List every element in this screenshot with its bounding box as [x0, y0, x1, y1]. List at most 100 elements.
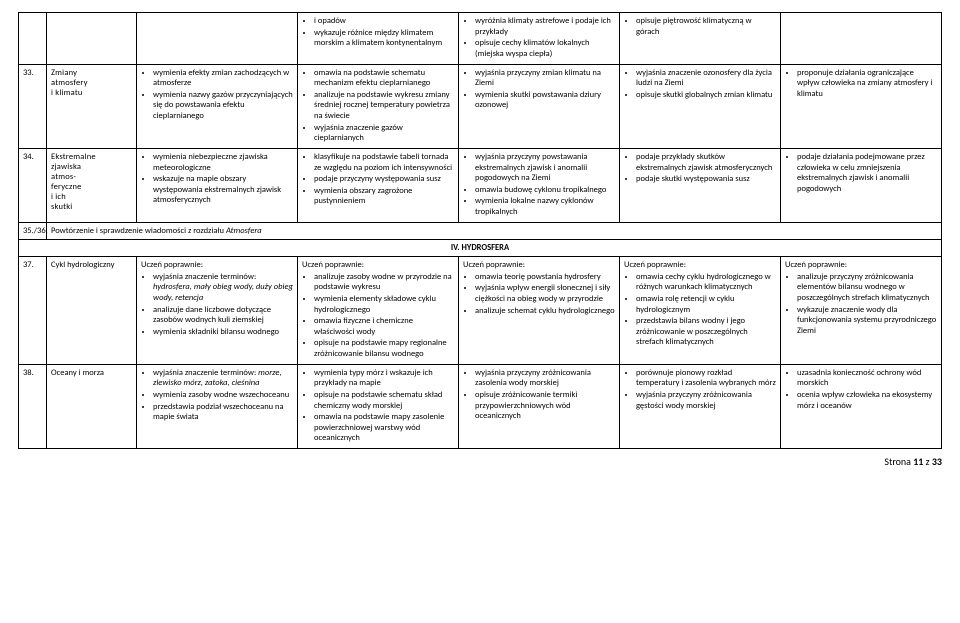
- bullets: i opadówwykazuje różnice między klimatem…: [302, 16, 454, 49]
- row-topic: Zmianyatmosferyi klimatu: [47, 64, 137, 148]
- list-item: podaje przyczyny występowania susz: [314, 174, 454, 185]
- row-number: 35./36.: [19, 222, 47, 239]
- page-footer: Strona 11 z 33: [18, 455, 942, 468]
- cell-c5: Uczeń poprawnie:analizuje przyczyny zróż…: [781, 256, 942, 364]
- cell-c1: wyjaśnia znaczenie terminów: morze, zlew…: [137, 364, 298, 448]
- bullets: wymienia typy mórz i wskazuje ich przykł…: [302, 368, 454, 444]
- list-item: opisuje piętrowość klimatyczną w górach: [636, 16, 776, 37]
- bullets: analizuje przyczyny zróżnicowania elemen…: [785, 272, 937, 337]
- list-item: omawia fizyczne i chemiczne właściwości …: [314, 316, 454, 337]
- curriculum-table-a: i opadówwykazuje różnice między klimatem…: [18, 12, 942, 240]
- footer-label: Strona: [884, 455, 913, 468]
- cell-c1: wymienia efekty zmian zachodzących w atm…: [137, 64, 298, 148]
- list-item: podaje skutki występowania susz: [636, 174, 776, 185]
- list-item: omawia na podstawie schematu mechanizm e…: [314, 68, 454, 89]
- footer-page: 11: [913, 455, 923, 468]
- row-number: 37.: [19, 256, 47, 364]
- row-number: 33.: [19, 64, 47, 148]
- row-topic: Cykl hydrologiczny: [47, 256, 137, 364]
- list-item: wymienia obszary zagrożone pustynnieniem: [314, 186, 454, 207]
- bullets: wyjaśnia przyczyny powstawania ekstremal…: [463, 152, 615, 218]
- cell-c3: wyjaśnia przyczyny powstawania ekstremal…: [459, 148, 620, 222]
- section-header-table: IV. HYDROSFERA: [18, 239, 942, 257]
- list-item: wymienia skutki powstawania dziury ozono…: [475, 90, 615, 111]
- cell-c3: wyjaśnia przyczyny zróżnicowania zasolen…: [459, 364, 620, 448]
- curriculum-table-b: 37.Cykl hydrologiczny Uczeń poprawnie: wyj…: [18, 256, 942, 449]
- row-number: 34.: [19, 148, 47, 222]
- list-item: wymienia zasoby wodne wszechoceanu: [153, 390, 293, 401]
- list-item: wymienia niebezpieczne zjawiska meteorol…: [153, 152, 293, 173]
- list-item: opisuje na podstawie schematu skład chem…: [314, 390, 454, 411]
- bullets: wyjaśnia przyczyny zmian klimatu na Ziem…: [463, 68, 615, 112]
- bullets: analizuje zasoby wodne w przyrodzie na p…: [302, 272, 454, 360]
- list-item: opisuje skutki globalnych zmian klimatu: [636, 90, 776, 101]
- cell-c5: uzasadnia konieczność ochrony wód morski…: [781, 364, 942, 448]
- list-item: przedstawia podział wszechoceanu na mapi…: [153, 402, 293, 423]
- list-item: wyjaśnia przyczyny zróżnicowania gęstośc…: [636, 390, 776, 411]
- list-item: analizuje na podstawie wykresu zmiany śr…: [314, 90, 454, 122]
- list-item: wymienia składniki bilansu wodnego: [153, 327, 293, 338]
- cell-c2: klasyfikuje na podstawie tabeli tornada …: [298, 148, 459, 222]
- intro-label: Uczeń poprawnie:: [302, 260, 454, 270]
- list-item: wyjaśnia znaczenie ozonosfery dla życia …: [636, 68, 776, 89]
- bullets: opisuje piętrowość klimatyczną w górach: [624, 16, 776, 37]
- list-item: wymienia nazwy gazów przyczyniających si…: [153, 90, 293, 122]
- list-item: analizuje przyczyny zróżnicowania elemen…: [797, 272, 937, 304]
- row-number: [19, 13, 47, 65]
- list-item: wyjaśnia przyczyny zmian klimatu na Ziem…: [475, 68, 615, 89]
- list-item: klasyfikuje na podstawie tabeli tornada …: [314, 152, 454, 173]
- list-item: wyjaśnia znaczenie gazów cieplarnianych: [314, 123, 454, 144]
- list-item: wymienia lokalne nazwy cyklonów tropikal…: [475, 196, 615, 217]
- list-item: wymienia elementy składowe cyklu hydrolo…: [314, 294, 454, 315]
- list-item: porównuje pionowy rozkład temperatury i …: [636, 368, 776, 389]
- list-item: i opadów: [314, 16, 454, 27]
- footer-total: 33: [932, 455, 942, 468]
- cell-c4: wyjaśnia znaczenie ozonosfery dla życia …: [620, 64, 781, 148]
- bullets: wymienia niebezpieczne zjawiska meteorol…: [141, 152, 293, 206]
- list-item: analizuje schemat cyklu hydrologicznego: [475, 306, 615, 317]
- cell-c5: proponuje działania ograniczające wpływ …: [781, 64, 942, 148]
- list-item: omawia rolę retencji w cyklu hydrologicz…: [636, 294, 776, 315]
- row-topic: Ekstremalnezjawiskaatmos-ferycznei ichsk…: [47, 148, 137, 222]
- list-item: wyjaśnia wpływ energii słonecznej i siły…: [475, 283, 615, 304]
- list-item: wykazuje znaczenie wody dla funkcjonowan…: [797, 305, 937, 337]
- bullets: wyjaśnia znaczenie terminów: morze, zlew…: [141, 368, 293, 423]
- row-topic: Oceany i morza: [47, 364, 137, 448]
- cell-c2: wymienia typy mórz i wskazuje ich przykł…: [298, 364, 459, 448]
- cell-c3: wyróżnia klimaty astrefowe i podaje ich …: [459, 13, 620, 65]
- bullets: wyjaśnia przyczyny zróżnicowania zasolen…: [463, 368, 615, 422]
- list-item: przedstawia bilans wodny i jego zróżnico…: [636, 316, 776, 348]
- bullets: podaje przykłady skutków ekstremalnych z…: [624, 152, 776, 185]
- cell-c3: Uczeń poprawnie:omawia teorię powstania …: [459, 256, 620, 364]
- list-item: wyjaśnia znaczenie terminów: morze, zlew…: [153, 368, 293, 389]
- list-item: wyjaśnia znaczenie terminów: hydrosfera,…: [153, 272, 293, 304]
- bullets: wyjaśnia znaczenie terminów: hydrosfera,…: [141, 272, 293, 338]
- cell-c4: opisuje piętrowość klimatyczną w górach: [620, 13, 781, 65]
- list-item: opisuje zróżnicowanie termiki przypowier…: [475, 390, 615, 422]
- cell-c5: podaje działania podejmowane przez człow…: [781, 148, 942, 222]
- summary-row: Powtórzenie i sprawdzenie wiadomości z r…: [47, 222, 942, 239]
- cell-c1: wymienia niebezpieczne zjawiska meteorol…: [137, 148, 298, 222]
- list-item: wykazuje różnice między klimatem morskim…: [314, 28, 454, 49]
- cell-c5: [781, 13, 942, 65]
- cell-c3: wyjaśnia przyczyny zmian klimatu na Ziem…: [459, 64, 620, 148]
- footer-of: z: [923, 455, 931, 468]
- list-item: omawia teorię powstania hydrosfery: [475, 272, 615, 283]
- cell-c1: [137, 13, 298, 65]
- bullets: wyróżnia klimaty astrefowe i podaje ich …: [463, 16, 615, 60]
- cell-c2: omawia na podstawie schematu mechanizm e…: [298, 64, 459, 148]
- bullets: wymienia efekty zmian zachodzących w atm…: [141, 68, 293, 122]
- bullets: wyjaśnia znaczenie ozonosfery dla życia …: [624, 68, 776, 101]
- cell-c2: i opadówwykazuje różnice między klimatem…: [298, 13, 459, 65]
- cell-c4: porównuje pionowy rozkład temperatury i …: [620, 364, 781, 448]
- cell-c1: Uczeń poprawnie: wyjaśnia znaczenie termi…: [137, 256, 298, 364]
- bullets: podaje działania podejmowane przez człow…: [785, 152, 937, 195]
- intro-label: Uczeń poprawnie:: [141, 260, 293, 270]
- list-item: wymienia typy mórz i wskazuje ich przykł…: [314, 368, 454, 389]
- cell-c4: Uczeń poprawnie:omawia cechy cyklu hydro…: [620, 256, 781, 364]
- cell-c2: Uczeń poprawnie: analizuje zasoby wodne w…: [298, 256, 459, 364]
- section-header: IV. HYDROSFERA: [19, 239, 942, 256]
- bullets: klasyfikuje na podstawie tabeli tornada …: [302, 152, 454, 207]
- list-item: omawia na podstawie mapy zasolenie powie…: [314, 412, 454, 444]
- row-topic: [47, 13, 137, 65]
